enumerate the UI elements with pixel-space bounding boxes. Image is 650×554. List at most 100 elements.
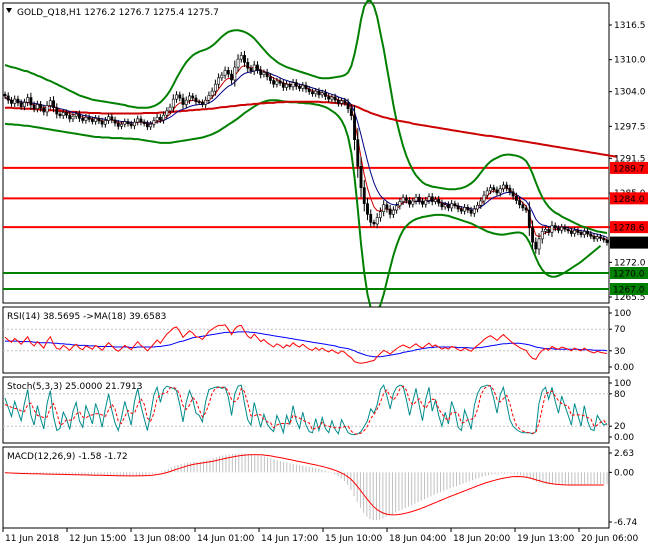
candle [61, 112, 65, 116]
candle [569, 230, 573, 234]
candle [573, 230, 577, 234]
macd-frame [2, 446, 610, 529]
candle [188, 95, 191, 101]
candle [327, 96, 331, 100]
candle [3, 94, 7, 97]
candle [97, 118, 101, 122]
pane-title: RSI(14) 38.5695 ->MA(18) 39.6583 [7, 312, 166, 322]
candle [349, 108, 353, 116]
candle [288, 83, 292, 88]
candle [213, 83, 217, 92]
stoch-k-line [4, 384, 608, 436]
price-tag-label: 1275.7 [613, 239, 645, 249]
price-tag-label: 1267.0 [613, 286, 645, 296]
price-tag [610, 236, 648, 249]
price-tag [610, 221, 648, 234]
candle [294, 82, 298, 87]
x-tick-label: 14 Jun 17:00 [261, 534, 318, 544]
candle [165, 110, 169, 116]
chevron-down-icon [6, 8, 12, 13]
candle [142, 121, 146, 124]
candle [401, 197, 405, 202]
candle [527, 209, 531, 228]
candle [133, 121, 136, 127]
y-tick-label: -6.74 [614, 518, 638, 528]
price-tag [610, 267, 648, 279]
candle [537, 238, 541, 250]
candle [178, 94, 182, 99]
y-tick-label: 0.00 [614, 363, 634, 373]
candle [74, 113, 78, 117]
candle [171, 98, 175, 108]
candle [343, 100, 347, 104]
price-tag-label: 1289.7 [613, 164, 645, 174]
candle [29, 97, 33, 106]
rsi-line [4, 324, 608, 364]
y-tick-label: 1291.5 [614, 154, 646, 164]
candle [65, 112, 68, 116]
macd-signal-line [4, 454, 604, 516]
candle [544, 228, 547, 232]
y-tick-label: 0.00 [614, 433, 634, 443]
candle [223, 70, 227, 76]
macd-pane: 2.63 0.00 -6.74 MACD(12,26,9) -1.58 -1.72 [2, 446, 638, 529]
candle [136, 118, 140, 123]
candle [382, 204, 386, 212]
candle [48, 100, 52, 106]
candle [346, 102, 350, 110]
candle [379, 211, 382, 218]
candle [197, 101, 201, 104]
y-tick-label: 1304.0 [614, 88, 646, 98]
candle [437, 199, 441, 204]
candle [576, 230, 580, 233]
candle [230, 73, 233, 81]
candle [278, 80, 282, 84]
candle [236, 58, 240, 68]
candle [518, 200, 522, 206]
candle [398, 201, 402, 207]
candle [175, 94, 178, 100]
candle [472, 208, 476, 214]
stoch-d-line [4, 385, 608, 435]
candle [207, 95, 211, 101]
candle [259, 69, 263, 75]
candle [540, 231, 544, 240]
candle [262, 72, 266, 75]
candle [443, 204, 447, 208]
candle [411, 200, 415, 205]
candle [139, 118, 143, 123]
candle [13, 98, 17, 104]
x-tick-label: 13 Jun 08:00 [133, 534, 190, 544]
candle [599, 236, 602, 239]
candle [32, 104, 36, 110]
candle [307, 88, 311, 92]
candle [385, 204, 389, 210]
candle [427, 196, 431, 201]
candle [424, 200, 428, 205]
candle [204, 99, 208, 105]
candle [595, 236, 599, 240]
pane-title: GOLD_Q18,H1 1276.2 1276.7 1275.4 1275.7 [17, 8, 219, 18]
candle [388, 208, 392, 215]
candle [323, 92, 327, 97]
candle [495, 189, 499, 194]
candle [353, 115, 356, 140]
candle [168, 106, 172, 112]
candle [456, 205, 460, 210]
candle [116, 122, 120, 127]
candle [158, 116, 162, 121]
candle [6, 95, 10, 101]
y-tick-label: 0.00 [614, 468, 634, 478]
candle [333, 96, 337, 101]
candle [129, 123, 133, 127]
pane-title: Stoch(5,3,3) 25.0000 21.7913 [7, 382, 142, 392]
candle [605, 239, 609, 243]
candle [52, 100, 55, 108]
candle [68, 114, 72, 120]
candle [42, 107, 46, 113]
candle [256, 64, 259, 71]
candle [391, 209, 395, 215]
candle [589, 233, 593, 237]
candle [469, 209, 473, 214]
